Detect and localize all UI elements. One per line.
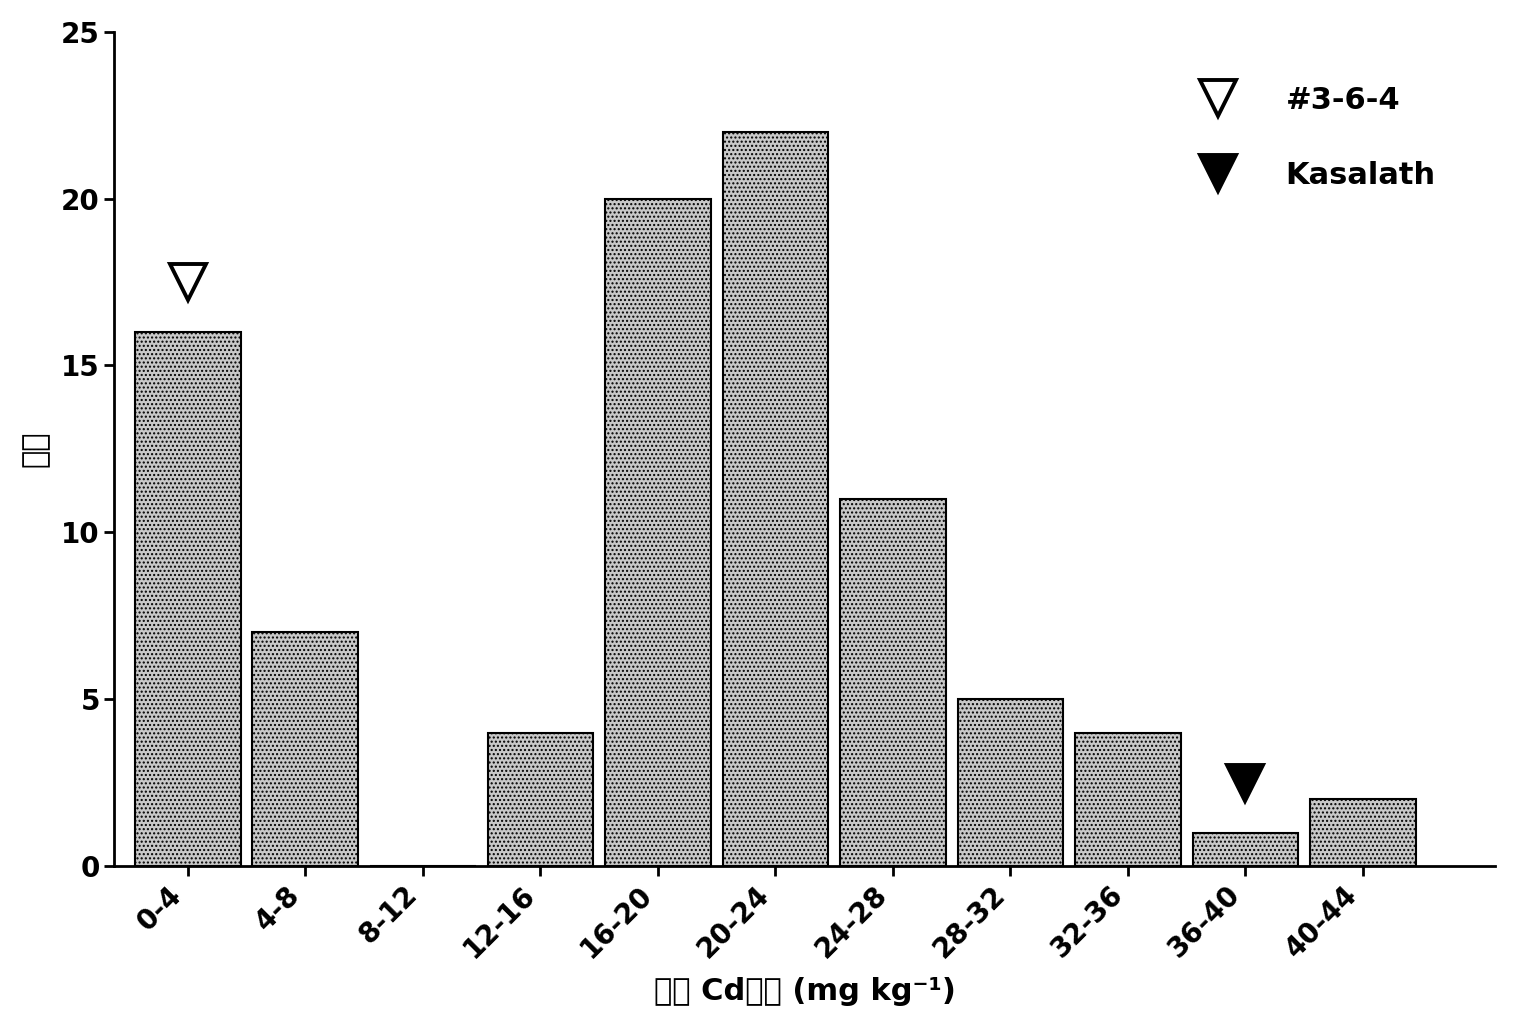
Legend: #3-6-4, Kasalath: #3-6-4, Kasalath (1157, 55, 1466, 221)
X-axis label: 茎叶 Cd浓度 (mg kg⁻¹): 茎叶 Cd浓度 (mg kg⁻¹) (653, 977, 955, 1006)
Bar (1193, 833, 1298, 866)
Bar (488, 732, 593, 866)
Bar (723, 131, 828, 866)
Bar (605, 198, 711, 866)
Bar (1075, 732, 1181, 866)
Bar (1310, 799, 1416, 866)
Bar (135, 332, 241, 866)
Y-axis label: 頻度: 頻度 (21, 430, 50, 467)
Bar (253, 633, 358, 866)
Bar (840, 499, 946, 866)
Bar (958, 699, 1063, 866)
